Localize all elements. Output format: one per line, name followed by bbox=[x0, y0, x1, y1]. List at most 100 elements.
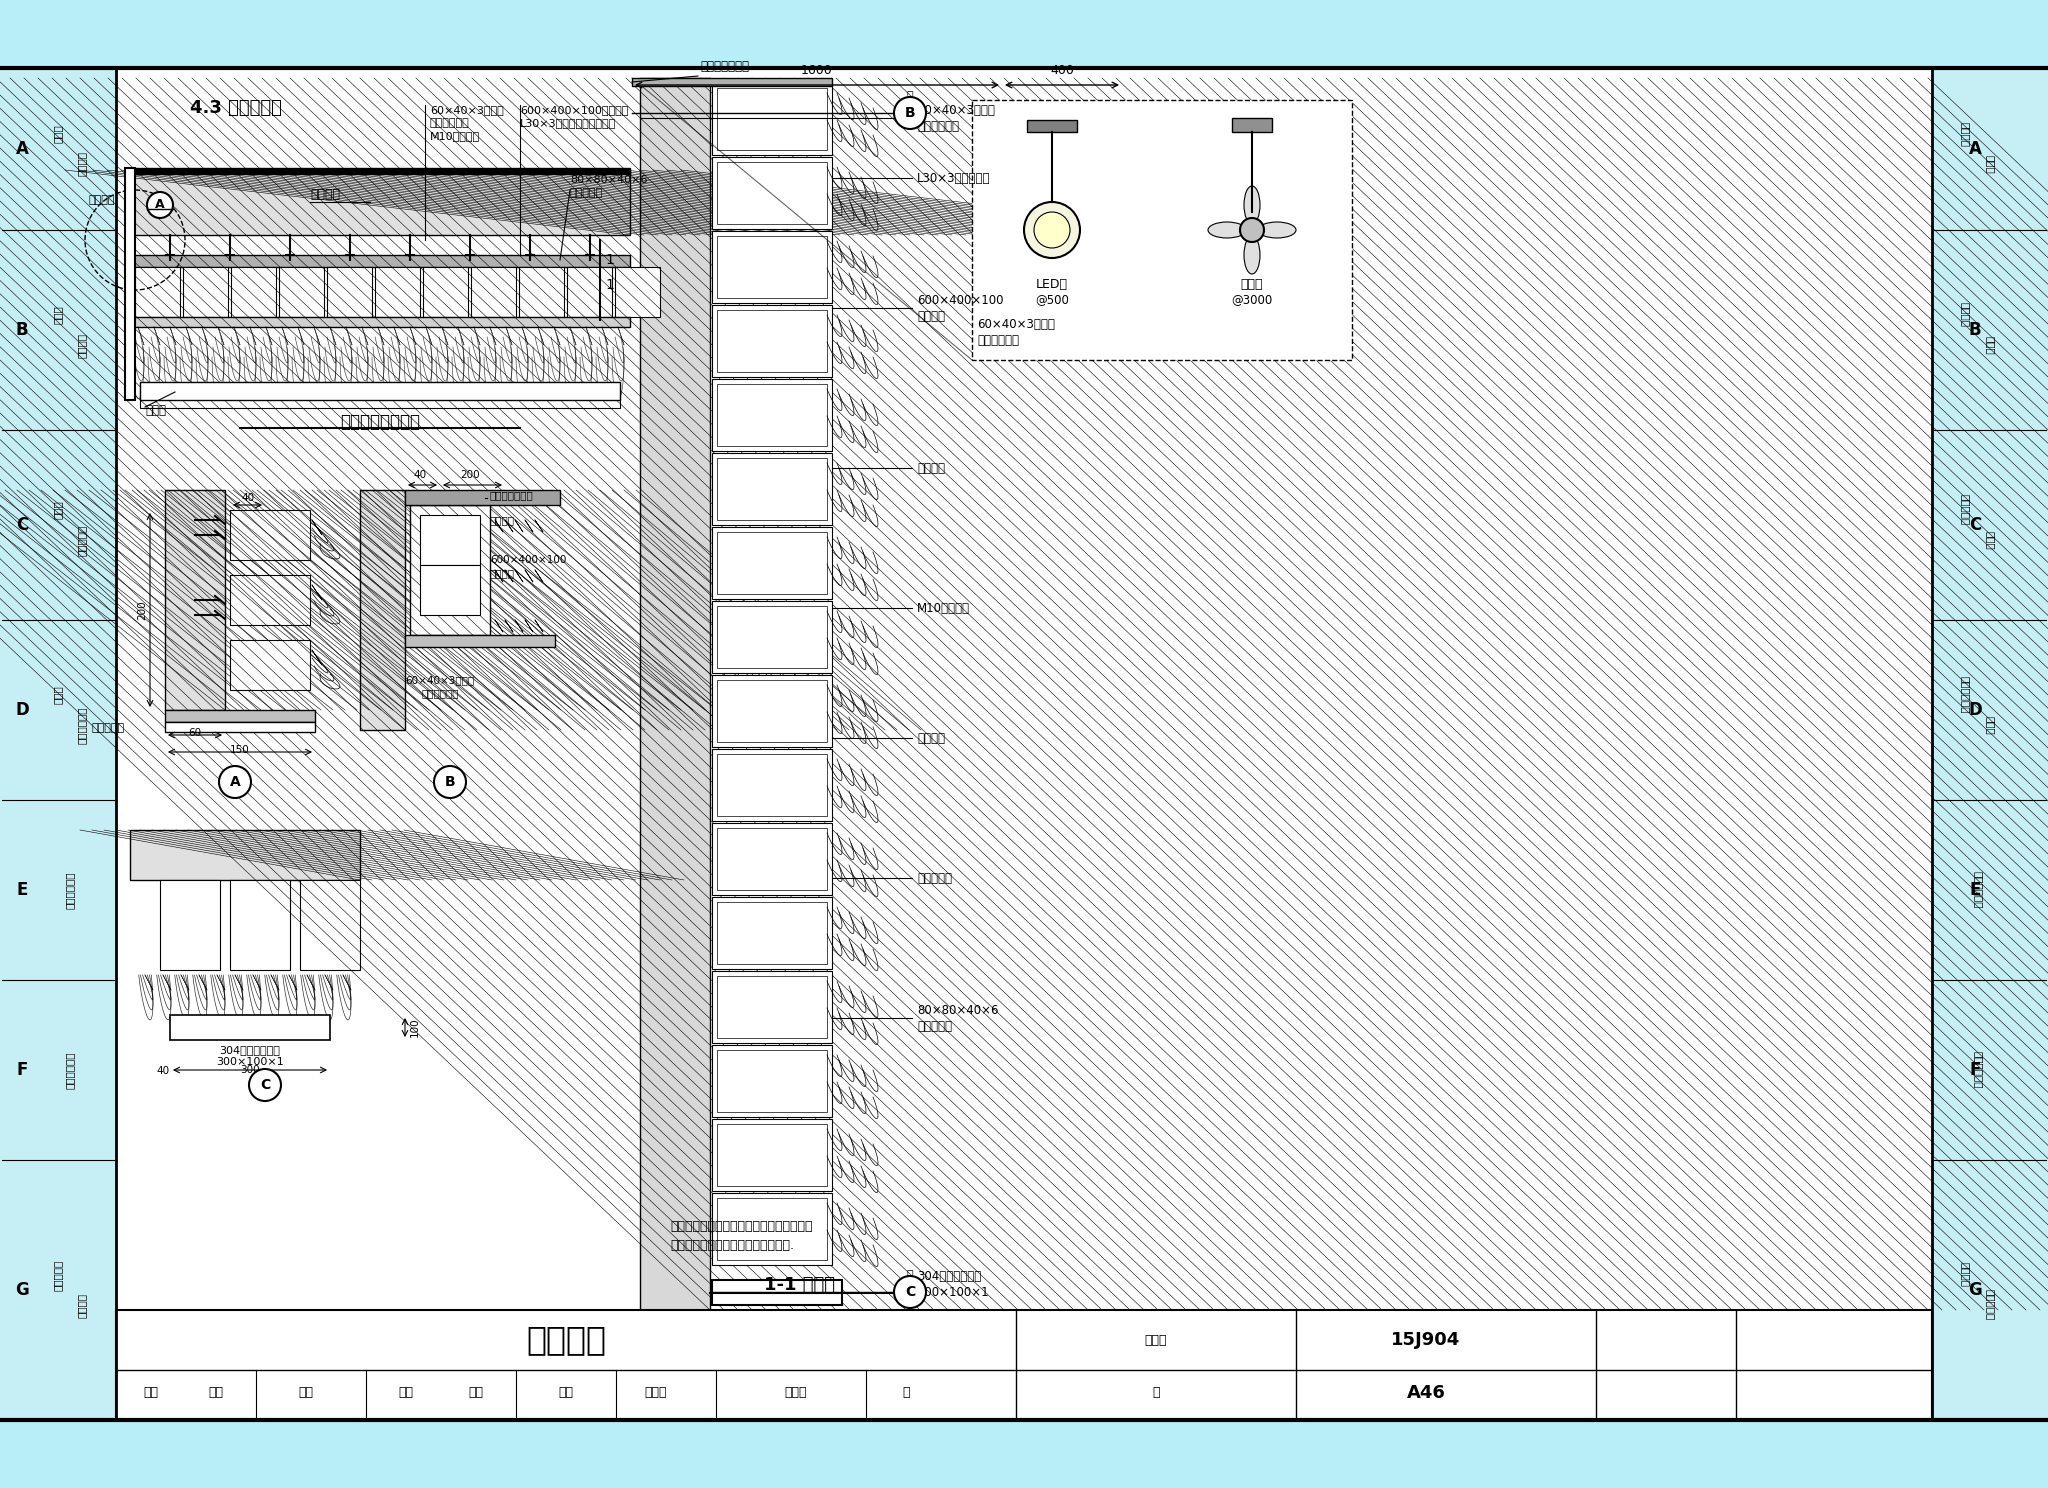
Text: 材料资源利用: 材料资源利用 bbox=[78, 707, 86, 744]
Bar bbox=[231, 266, 276, 317]
Bar bbox=[713, 1193, 831, 1265]
Text: 400: 400 bbox=[1051, 64, 1073, 77]
Bar bbox=[713, 972, 831, 1043]
Text: L30×3热镀锌角钢（焊接）: L30×3热镀锌角钢（焊接） bbox=[520, 118, 616, 128]
Text: C: C bbox=[905, 1286, 915, 1299]
Bar bbox=[0, 0, 2048, 68]
Text: 排风扇: 排风扇 bbox=[1241, 278, 1264, 292]
Text: 节能与: 节能与 bbox=[53, 305, 63, 324]
Text: 模块式绿墙平面图: 模块式绿墙平面图 bbox=[340, 414, 420, 432]
Text: 方通（焊接）: 方通（焊接） bbox=[422, 687, 459, 698]
Circle shape bbox=[1239, 219, 1264, 243]
Bar bbox=[717, 976, 827, 1039]
Bar bbox=[717, 1051, 827, 1112]
Text: 节地与: 节地与 bbox=[53, 125, 63, 143]
Bar bbox=[713, 231, 831, 304]
Text: －: － bbox=[907, 1269, 913, 1280]
Bar bbox=[713, 305, 831, 376]
Bar bbox=[166, 490, 225, 710]
Bar bbox=[375, 266, 420, 317]
Text: B: B bbox=[905, 106, 915, 121]
Bar bbox=[973, 100, 1352, 360]
Text: 1: 1 bbox=[604, 278, 614, 292]
Bar bbox=[424, 266, 469, 317]
Bar bbox=[717, 458, 827, 519]
Bar bbox=[471, 266, 516, 317]
Text: 室内环境质量: 室内环境质量 bbox=[1972, 872, 1982, 909]
Bar bbox=[713, 823, 831, 894]
Circle shape bbox=[895, 97, 926, 129]
Text: 304不锈钢排水槽: 304不锈钢排水槽 bbox=[219, 1045, 281, 1055]
Bar bbox=[0, 68, 117, 1420]
Bar bbox=[713, 452, 831, 525]
Text: 水资源利用: 水资源利用 bbox=[1960, 494, 1970, 525]
Text: 能源利用: 能源利用 bbox=[78, 332, 86, 357]
Text: A: A bbox=[229, 775, 240, 789]
Circle shape bbox=[219, 766, 252, 798]
Text: 评分自评表: 评分自评表 bbox=[1985, 1290, 1995, 1321]
Bar bbox=[135, 266, 180, 317]
Text: 侧面包边: 侧面包边 bbox=[88, 195, 115, 205]
Text: 40: 40 bbox=[242, 493, 254, 503]
Text: 注：虚线框内风扇和灯通常用在室内，实际
工程中应根据项目情况进行专项设计.: 注：虚线框内风扇和灯通常用在室内，实际 工程中应根据项目情况进行专项设计. bbox=[670, 1220, 813, 1251]
Text: 水资源利用: 水资源利用 bbox=[78, 524, 86, 555]
Text: 刘哲: 刘哲 bbox=[299, 1387, 313, 1400]
Bar bbox=[129, 317, 631, 327]
Bar bbox=[713, 527, 831, 600]
Bar bbox=[614, 266, 659, 317]
Text: 典型案例分析: 典型案例分析 bbox=[1972, 1051, 1982, 1089]
Bar bbox=[717, 827, 827, 890]
Text: 典型案例分析: 典型案例分析 bbox=[66, 1051, 76, 1089]
Bar bbox=[420, 565, 479, 615]
Text: 节材与: 节材与 bbox=[1985, 716, 1995, 735]
Bar bbox=[229, 574, 309, 625]
Bar bbox=[717, 310, 827, 372]
Circle shape bbox=[1024, 202, 1079, 257]
Bar bbox=[129, 168, 631, 174]
Text: LED灯: LED灯 bbox=[1036, 278, 1067, 292]
Text: D: D bbox=[1968, 701, 1982, 719]
Ellipse shape bbox=[1243, 237, 1260, 274]
Text: E: E bbox=[1970, 881, 1980, 899]
Bar bbox=[166, 722, 315, 732]
Text: 标准基盘: 标准基盘 bbox=[489, 568, 514, 577]
Bar bbox=[717, 162, 827, 225]
Bar bbox=[0, 1420, 2048, 1488]
Text: 304不锈钢排水槽
300×100×1: 304不锈钢排水槽 300×100×1 bbox=[918, 1271, 989, 1299]
Bar bbox=[717, 1123, 827, 1186]
Text: －: － bbox=[907, 91, 913, 101]
Bar bbox=[713, 1280, 842, 1305]
Text: 排水槽: 排水槽 bbox=[145, 403, 166, 417]
Text: 60: 60 bbox=[188, 728, 201, 738]
Bar bbox=[567, 266, 612, 317]
Bar bbox=[717, 1198, 827, 1260]
Text: 图集号: 图集号 bbox=[1145, 1333, 1167, 1347]
Text: 余露: 余露 bbox=[469, 1387, 483, 1400]
Bar bbox=[229, 879, 291, 970]
Bar bbox=[420, 515, 479, 565]
Text: 60×40×3热镀锌: 60×40×3热镀锌 bbox=[977, 318, 1055, 332]
Bar bbox=[639, 77, 905, 1309]
Text: 节能与: 节能与 bbox=[1985, 336, 1995, 354]
Bar bbox=[713, 1119, 831, 1190]
Bar bbox=[160, 879, 219, 970]
Text: 60×40×3热镀锌: 60×40×3热镀锌 bbox=[406, 676, 475, 684]
Bar bbox=[229, 640, 309, 690]
Circle shape bbox=[895, 1277, 926, 1308]
Text: B: B bbox=[1968, 321, 1980, 339]
Text: 节材与: 节材与 bbox=[53, 686, 63, 704]
Bar bbox=[1026, 121, 1077, 132]
Text: 80×80×40×6
热镀锌角码: 80×80×40×6 热镀锌角码 bbox=[918, 1003, 999, 1033]
Text: 垂直绿化: 垂直绿化 bbox=[526, 1323, 606, 1357]
Text: 不锈钢顶部包边: 不锈钢顶部包边 bbox=[489, 490, 535, 500]
Text: 100: 100 bbox=[410, 1018, 420, 1037]
Text: F: F bbox=[1970, 1061, 1980, 1079]
Text: 刘静: 刘静 bbox=[209, 1387, 223, 1400]
Text: A: A bbox=[16, 140, 29, 158]
Text: 150: 150 bbox=[229, 745, 250, 754]
Text: 材料资源利用: 材料资源利用 bbox=[1960, 676, 1970, 714]
Text: 室外环境: 室外环境 bbox=[78, 152, 86, 177]
Bar bbox=[518, 266, 563, 317]
Text: M10化学锚栓: M10化学锚栓 bbox=[918, 601, 971, 615]
Bar bbox=[713, 676, 831, 747]
